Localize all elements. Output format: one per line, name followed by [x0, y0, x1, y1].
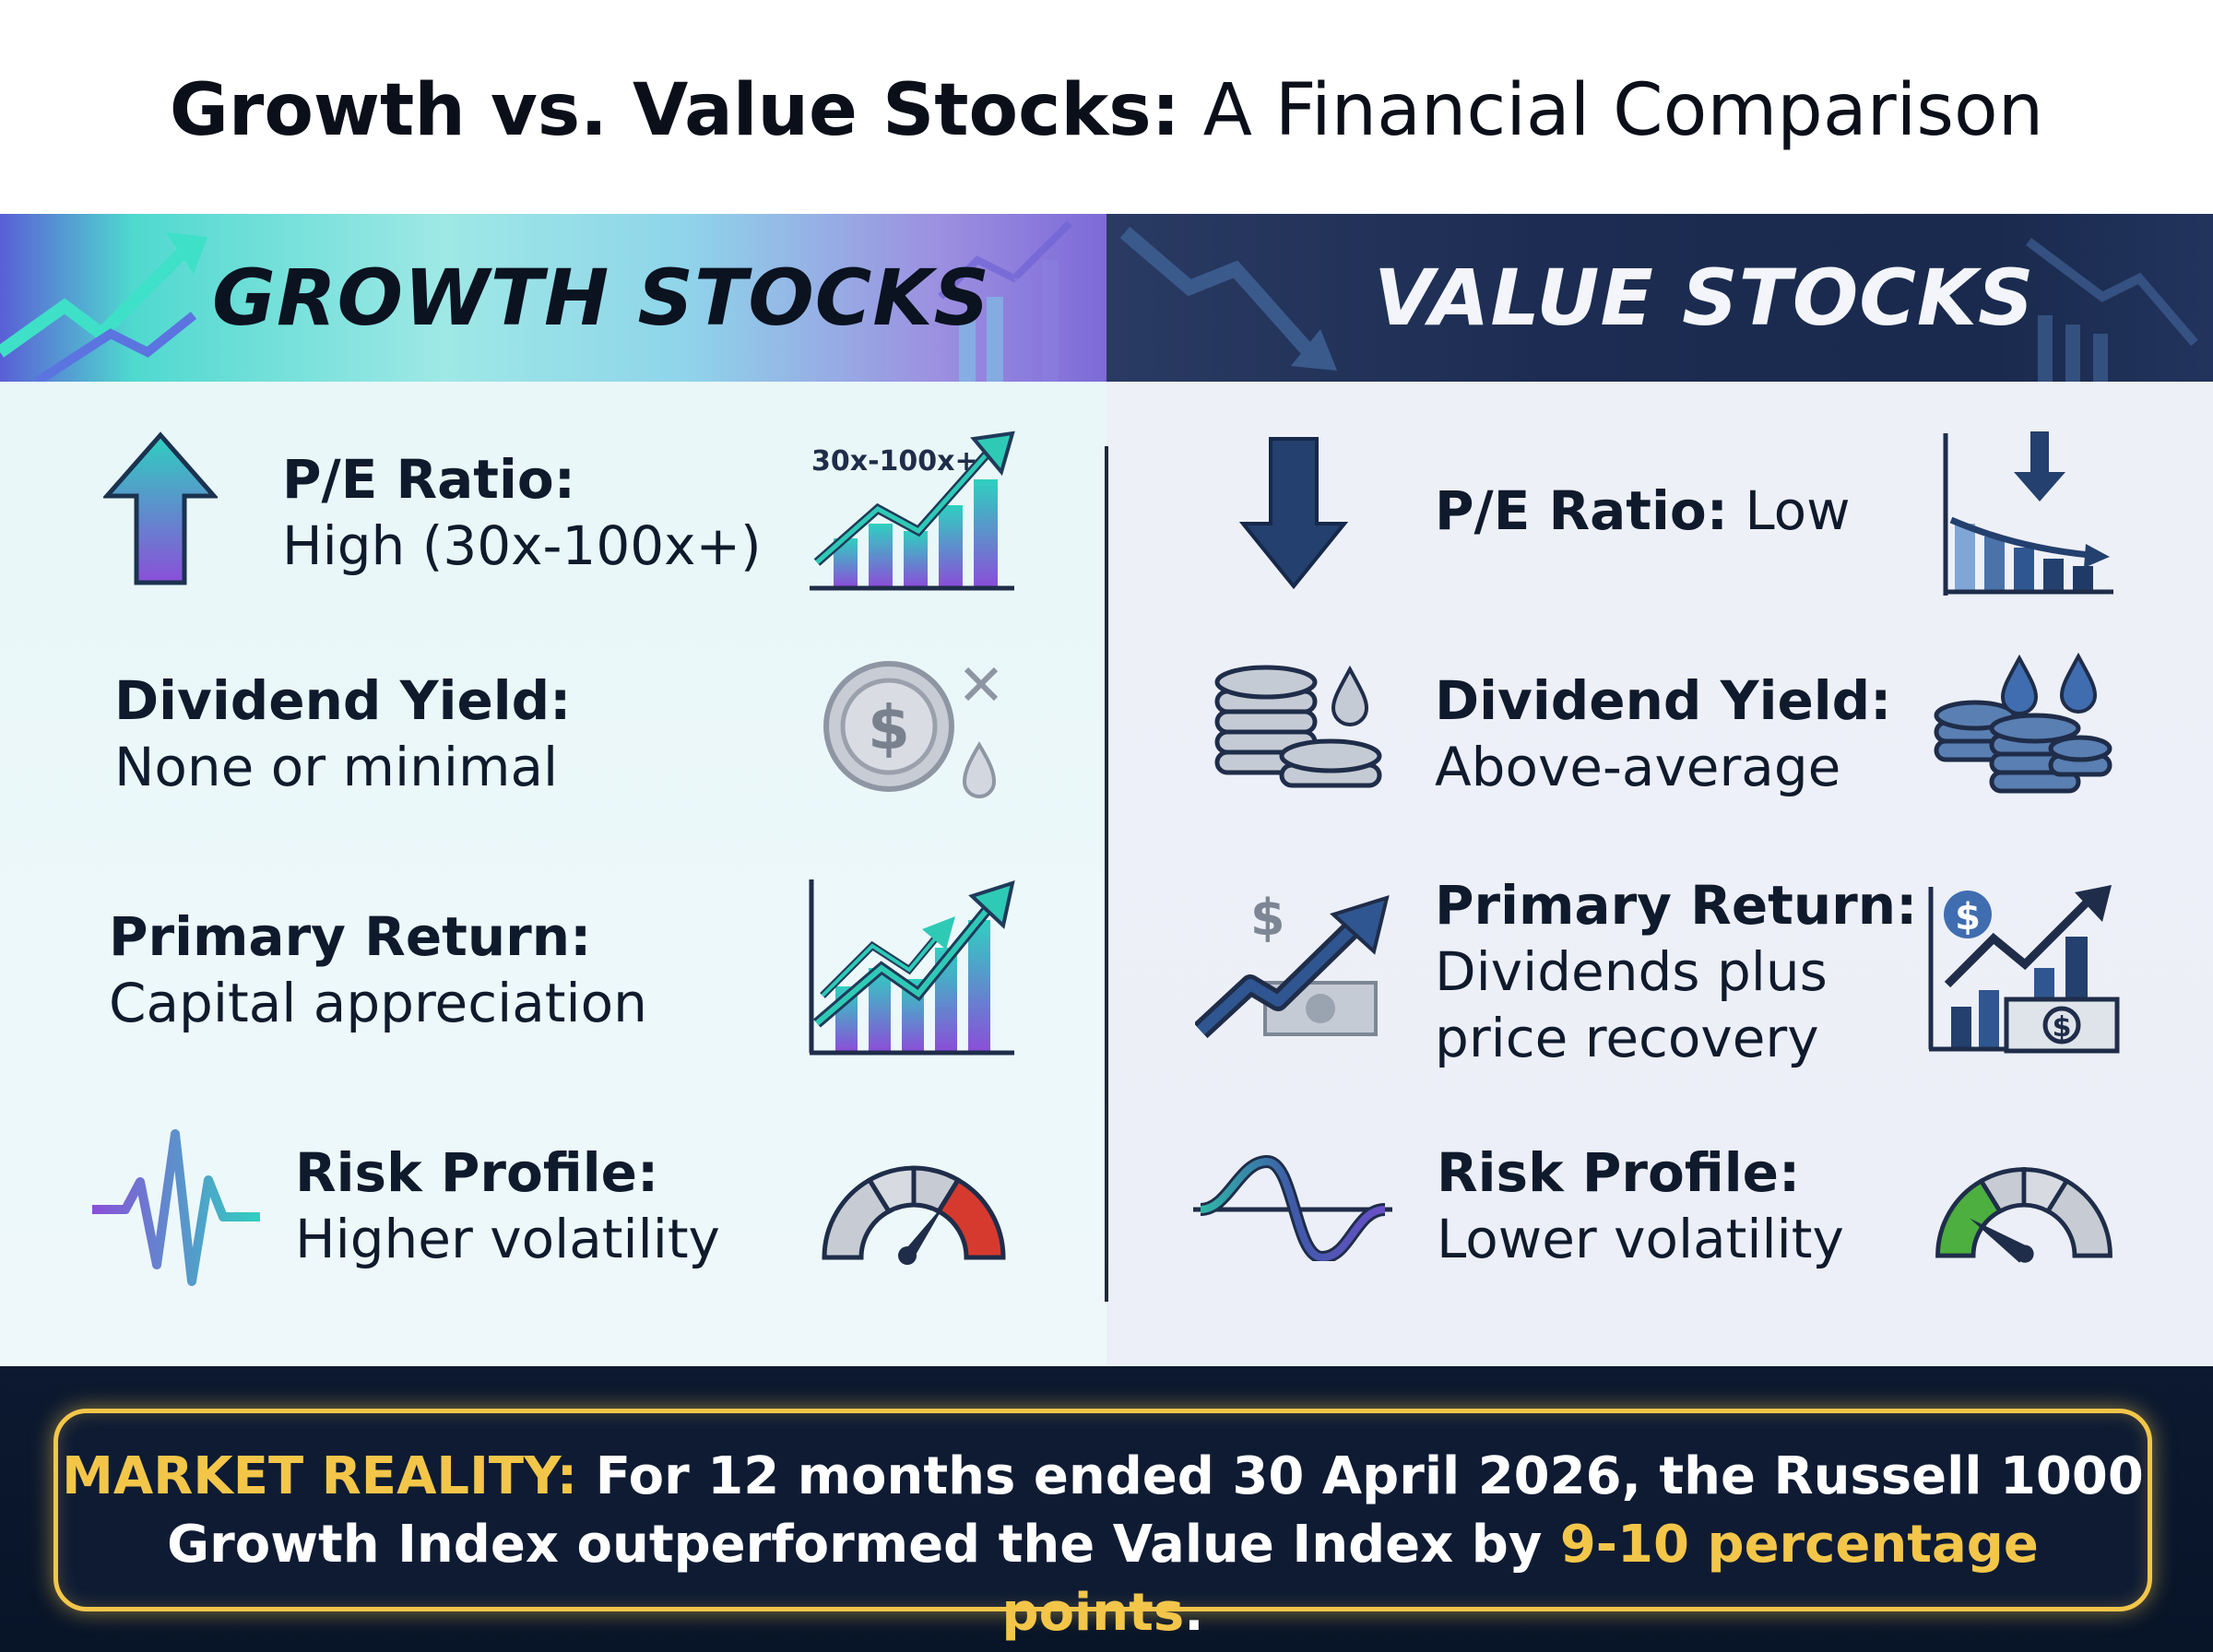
growth-header-arrows-icon [0, 220, 1072, 382]
value-header-arrows-icon [1119, 226, 2198, 382]
value-return-chart-icon: $ $ [1928, 885, 2120, 1054]
growth-risk-label: Risk Profile: [295, 1141, 659, 1204]
growth-return-chart-icon [809, 879, 1015, 1056]
growth-risk-value: Higher volatility [295, 1208, 720, 1270]
up-arrow-icon [103, 431, 218, 585]
callout-line2: Growth Index outperformed the Value Inde… [167, 1515, 1560, 1575]
market-reality-callout: MARKET REALITY: For 12 months ended 30 A… [53, 1409, 2152, 1643]
growth-header: GROWTH STOCKS [0, 214, 1106, 382]
coin-stack-icon [1214, 665, 1382, 788]
svg-text:$: $ [1955, 896, 1981, 938]
growth-header-title: GROWTH STOCKS [212, 253, 990, 343]
value-dividend-value: Above-average [1435, 736, 1841, 798]
value-dividend-row: Dividend Yield: Above-average [1435, 667, 1891, 800]
value-return-value-line2: price recovery [1435, 1007, 1819, 1069]
value-return-label: Primary Return: [1435, 874, 1918, 937]
growth-pe-badge: 30x-100x+ [811, 445, 978, 478]
growth-return-label: Primary Return: [109, 905, 592, 968]
growth-return-row: Primary Return: Capital appreciation [109, 903, 647, 1036]
value-pe-label: P/E Ratio: [1435, 479, 1728, 542]
low-risk-gauge-icon [1935, 1167, 2112, 1263]
page-title: Growth vs. Value Stocks: A Financial Com… [0, 55, 2213, 166]
svg-text:$: $ [1250, 892, 1285, 947]
value-header-title: VALUE STOCKS [1374, 253, 2035, 343]
coin-none-icon: $ [823, 661, 999, 798]
value-risk-row: Risk Profile: Lower volatility [1437, 1139, 1844, 1272]
value-risk-label: Risk Profile: [1437, 1141, 1801, 1204]
svg-text:$: $ [2053, 1011, 2072, 1044]
growth-return-value: Capital appreciation [109, 972, 647, 1034]
value-risk-value: Lower volatility [1437, 1208, 1844, 1270]
growth-pe-value: High (30x-100x+) [282, 514, 762, 577]
callout-end: . [1184, 1583, 1204, 1643]
column-divider [1105, 446, 1108, 1302]
growth-dividend-label: Dividend Yield: [114, 669, 572, 732]
callout-line1: For 12 months ended 30 April 2026, the R… [577, 1446, 2144, 1506]
growth-pe-label: P/E Ratio: [282, 448, 575, 511]
value-header: VALUE STOCKS [1106, 214, 2213, 382]
title-bold: Growth vs. Value Stocks: [169, 69, 1180, 152]
growth-pe-row: P/E Ratio: High (30x-100x+) [282, 446, 762, 579]
value-return-row: Primary Return: Dividends plus price rec… [1435, 872, 1917, 1071]
coins-drops-icon [1934, 653, 2112, 794]
growth-dividend-row: Dividend Yield: None or minimal [114, 667, 571, 800]
growth-dividend-value: None or minimal [114, 736, 559, 798]
volatile-wave-icon [92, 1129, 260, 1286]
value-pe-value: Low [1727, 479, 1851, 542]
dividend-return-icon: $ [1195, 892, 1390, 1039]
callout-text: MARKET REALITY: For 12 months ended 30 A… [58, 1443, 2148, 1647]
growth-risk-row: Risk Profile: Higher volatility [295, 1139, 720, 1272]
value-pe-row: P/E Ratio: Low [1435, 478, 1851, 544]
value-dividend-label: Dividend Yield: [1435, 669, 1892, 732]
value-decline-chart-icon [1943, 431, 2113, 596]
high-risk-gauge-icon [822, 1165, 1006, 1265]
down-arrow-icon [1239, 437, 1348, 590]
value-return-value-line1: Dividends plus [1435, 940, 1828, 1003]
callout-highlight: 9-10 percentage points [1001, 1515, 2039, 1643]
smooth-wave-icon [1193, 1154, 1392, 1261]
title-rest: A Financial Comparison [1179, 69, 2044, 152]
growth-chart-icon: 30x-100x+ [810, 431, 1015, 591]
svg-text:$: $ [868, 692, 910, 763]
callout-prefix: MARKET REALITY: [62, 1446, 578, 1506]
